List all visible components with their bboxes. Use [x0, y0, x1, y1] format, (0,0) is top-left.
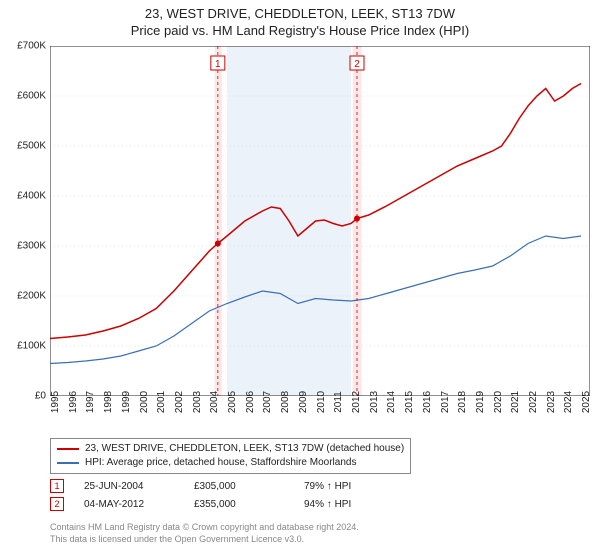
y-tick-label: £400K	[17, 191, 46, 202]
legend-label: HPI: Average price, detached house, Staf…	[85, 456, 356, 470]
x-tick-label: 2006	[245, 391, 256, 413]
x-tick-label: 2024	[563, 391, 574, 413]
sale-price: £305,000	[194, 478, 304, 496]
x-tick-label: 1996	[68, 391, 79, 413]
footer-attribution: Contains HM Land Registry data © Crown c…	[50, 522, 359, 545]
x-tick-label: 2011	[333, 391, 344, 413]
x-tick-label: 2000	[139, 391, 150, 413]
sale-row: 1 25-JUN-2004£305,00079% ↑ HPI	[50, 478, 414, 496]
sale-price: £355,000	[194, 496, 304, 514]
sales-table: 1 25-JUN-2004£305,00079% ↑ HPI 2 04-MAY-201…	[50, 478, 414, 514]
sale-row: 2 04-MAY-2012£355,00094% ↑ HPI	[50, 496, 414, 514]
x-tick-label: 2009	[298, 391, 309, 413]
legend-label: 23, WEST DRIVE, CHEDDLETON, LEEK, ST13 7…	[85, 442, 404, 456]
x-tick-label: 2023	[546, 391, 557, 413]
x-tick-label: 2025	[581, 391, 592, 413]
x-tick-label: 2010	[316, 391, 327, 413]
x-tick-label: 1995	[50, 391, 61, 413]
x-tick-label: 1998	[103, 391, 114, 413]
y-tick-label: £600K	[17, 91, 46, 102]
sale-hpi: 94% ↑ HPI	[304, 496, 414, 514]
x-tick-label: 1997	[85, 391, 96, 413]
x-tick-label: 2018	[457, 391, 468, 413]
x-tick-label: 2003	[192, 391, 203, 413]
x-tick-label: 2017	[440, 391, 451, 413]
svg-text:2: 2	[354, 59, 360, 70]
chart-area: 12 £0£100K£200K£300K£400K£500K£600K£700K…	[50, 46, 590, 396]
chart-title: 23, WEST DRIVE, CHEDDLETON, LEEK, ST13 7…	[0, 0, 600, 40]
x-tick-label: 2008	[280, 391, 291, 413]
x-tick-label: 1999	[121, 391, 132, 413]
x-tick-label: 2014	[386, 391, 397, 413]
x-tick-label: 2004	[209, 391, 220, 413]
x-tick-label: 2007	[262, 391, 273, 413]
x-tick-label: 2021	[510, 391, 521, 413]
sale-date: 25-JUN-2004	[84, 478, 194, 496]
footer-line-1: Contains HM Land Registry data © Crown c…	[50, 522, 359, 534]
x-tick-label: 2015	[404, 391, 415, 413]
x-tick-label: 2001	[156, 391, 167, 413]
legend-item: 23, WEST DRIVE, CHEDDLETON, LEEK, ST13 7…	[57, 442, 404, 456]
y-tick-label: £200K	[17, 291, 46, 302]
y-tick-label: £300K	[17, 241, 46, 252]
y-tick-label: £0	[35, 391, 46, 402]
y-tick-label: £700K	[17, 41, 46, 52]
x-tick-label: 2022	[528, 391, 539, 413]
x-tick-label: 2013	[369, 391, 380, 413]
y-tick-label: £100K	[17, 341, 46, 352]
y-tick-label: £500K	[17, 141, 46, 152]
x-tick-label: 2012	[351, 391, 362, 413]
legend-swatch	[57, 462, 79, 464]
title-line-1: 23, WEST DRIVE, CHEDDLETON, LEEK, ST13 7…	[0, 6, 600, 23]
x-tick-label: 2020	[493, 391, 504, 413]
line-chart: 12	[50, 46, 590, 396]
sale-date: 04-MAY-2012	[84, 496, 194, 514]
legend: 23, WEST DRIVE, CHEDDLETON, LEEK, ST13 7…	[50, 438, 411, 474]
sale-hpi: 79% ↑ HPI	[304, 478, 414, 496]
x-tick-label: 2016	[422, 391, 433, 413]
footer-line-2: This data is licensed under the Open Gov…	[50, 534, 359, 546]
x-tick-label: 2019	[475, 391, 486, 413]
sale-marker: 1	[50, 479, 64, 493]
legend-item: HPI: Average price, detached house, Staf…	[57, 456, 404, 470]
title-line-2: Price paid vs. HM Land Registry's House …	[0, 23, 600, 40]
legend-swatch	[57, 448, 79, 450]
svg-text:1: 1	[215, 59, 221, 70]
x-tick-label: 2002	[174, 391, 185, 413]
sale-marker: 2	[50, 497, 64, 511]
x-tick-label: 2005	[227, 391, 238, 413]
